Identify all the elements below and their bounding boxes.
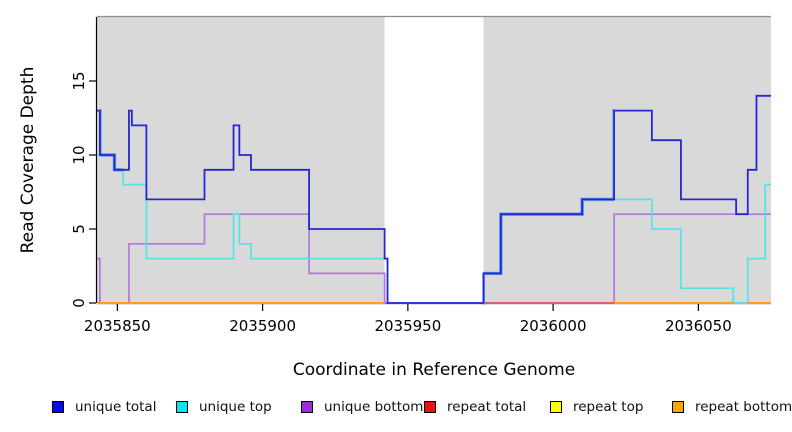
- data-series: [97, 94, 771, 305]
- y-tick-label: 10: [70, 145, 88, 164]
- legend-label: unique bottom: [324, 399, 424, 415]
- legend-item-repeat-bottom: repeat bottom: [672, 398, 792, 416]
- y-axis-title: Read Coverage Depth: [18, 67, 38, 254]
- x-axis-title: Coordinate in Reference Genome: [293, 360, 575, 380]
- legend-label: unique top: [199, 399, 272, 415]
- legend-swatch: [550, 401, 562, 413]
- legend-swatch: [176, 401, 188, 413]
- legend-item-repeat-top: repeat top: [550, 398, 643, 416]
- plot-background: [97, 15, 771, 303]
- y-tick-label: 5: [70, 224, 88, 234]
- x-tick-label: 2035850: [84, 317, 151, 335]
- legend-item-unique-bottom: unique bottom: [301, 398, 423, 416]
- legend-swatch: [52, 401, 64, 413]
- series-unique-total: [97, 94, 771, 304]
- y-tick-label: 0: [70, 298, 88, 308]
- x-tick-label: 2035900: [229, 317, 296, 335]
- gap-region: [384, 17, 484, 303]
- x-tick-label: 2035950: [374, 317, 441, 335]
- legend-item-unique-total: unique total: [52, 398, 156, 416]
- shaded-region: [97, 17, 385, 303]
- x-tick-label: 2036000: [520, 317, 587, 335]
- legend-label: repeat top: [573, 399, 644, 415]
- legend-item-repeat-total: repeat total: [424, 398, 526, 416]
- legend-item-unique-top: unique top: [176, 398, 272, 416]
- shaded-region: [483, 17, 771, 303]
- legend-swatch: [301, 401, 313, 413]
- legend-swatch: [424, 401, 436, 413]
- x-tick-label: 2036050: [665, 317, 732, 335]
- legend-label: repeat total: [447, 399, 527, 415]
- axes: Coordinate in Reference Genome Read Cove…: [18, 17, 771, 380]
- legend-label: unique total: [75, 399, 157, 415]
- y-tick-label: 15: [70, 71, 88, 90]
- legend-label: repeat bottom: [695, 399, 792, 415]
- legend-swatch: [672, 401, 684, 413]
- legend: unique total unique top unique bottom repea…: [0, 398, 792, 420]
